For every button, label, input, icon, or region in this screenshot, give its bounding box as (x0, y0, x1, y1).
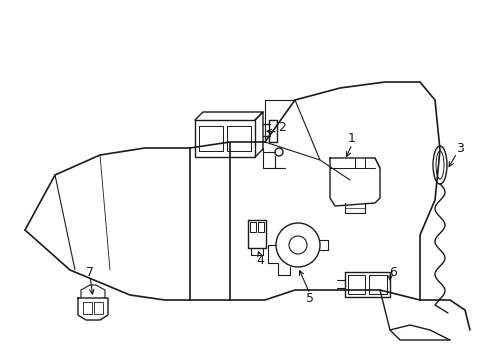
Text: 5: 5 (305, 292, 313, 305)
Text: 1: 1 (347, 131, 355, 144)
Text: 2: 2 (278, 121, 285, 134)
Text: 7: 7 (86, 266, 94, 279)
Text: 6: 6 (388, 266, 396, 279)
Text: 3: 3 (455, 141, 463, 154)
Text: 4: 4 (256, 253, 264, 266)
